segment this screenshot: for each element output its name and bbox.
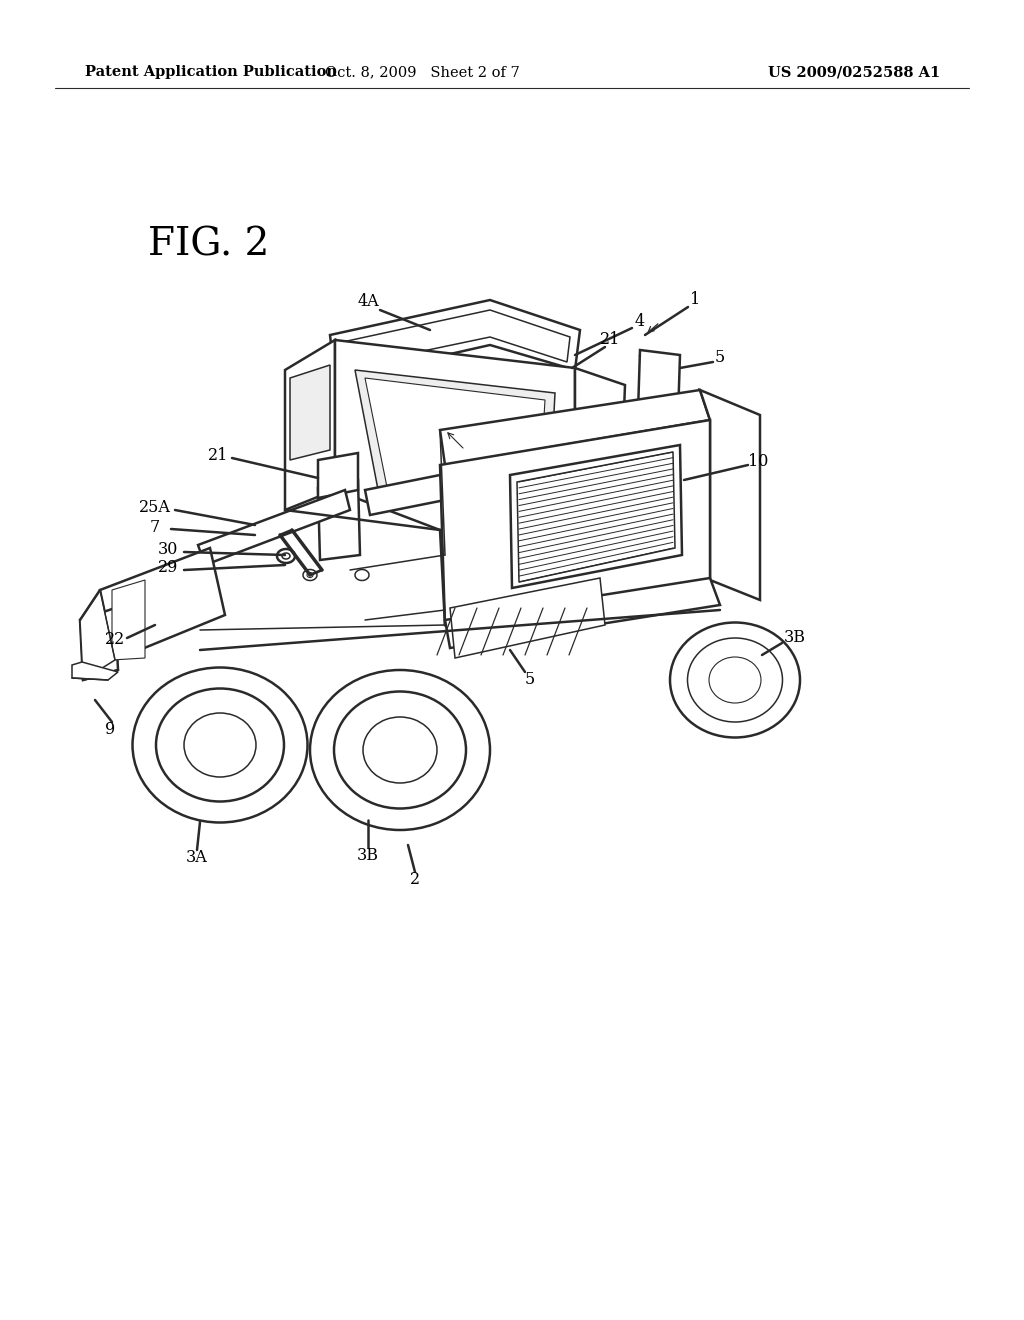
Polygon shape: [517, 451, 675, 582]
Polygon shape: [700, 389, 760, 601]
Text: 30: 30: [158, 541, 178, 558]
Polygon shape: [450, 578, 605, 657]
Text: 4: 4: [635, 314, 645, 330]
Polygon shape: [440, 389, 710, 465]
Text: 3A: 3A: [186, 850, 208, 866]
Text: 3B: 3B: [784, 630, 806, 647]
Text: 5: 5: [525, 672, 536, 689]
Polygon shape: [440, 420, 710, 624]
Polygon shape: [80, 590, 115, 680]
Text: Oct. 8, 2009   Sheet 2 of 7: Oct. 8, 2009 Sheet 2 of 7: [325, 65, 519, 79]
Text: 1: 1: [690, 292, 700, 309]
Text: 4A: 4A: [357, 293, 379, 310]
Text: Patent Application Publication: Patent Application Publication: [85, 65, 337, 79]
Text: 21: 21: [208, 446, 228, 463]
Polygon shape: [198, 490, 350, 565]
Text: 3B: 3B: [357, 846, 379, 863]
Text: 7: 7: [150, 520, 160, 536]
Text: 2: 2: [410, 871, 420, 888]
Polygon shape: [318, 453, 358, 498]
Polygon shape: [445, 578, 720, 648]
Polygon shape: [290, 366, 330, 459]
Polygon shape: [318, 480, 360, 560]
Polygon shape: [338, 310, 570, 368]
Text: US 2009/0252588 A1: US 2009/0252588 A1: [768, 65, 940, 79]
Polygon shape: [365, 378, 545, 492]
Text: 5: 5: [715, 350, 725, 367]
Polygon shape: [510, 445, 682, 587]
Polygon shape: [112, 579, 145, 660]
Text: 9: 9: [104, 722, 115, 738]
Text: 10: 10: [748, 454, 768, 470]
Text: FIG. 2: FIG. 2: [148, 227, 269, 264]
Polygon shape: [72, 663, 118, 680]
Polygon shape: [335, 341, 575, 531]
Text: 25A: 25A: [139, 499, 171, 516]
Polygon shape: [355, 370, 555, 500]
Polygon shape: [100, 548, 225, 660]
Text: 22: 22: [104, 631, 125, 648]
Text: 21: 21: [600, 331, 621, 348]
Polygon shape: [80, 609, 118, 680]
Polygon shape: [575, 368, 625, 515]
Polygon shape: [330, 300, 580, 380]
Text: 29: 29: [158, 560, 178, 577]
Polygon shape: [635, 350, 680, 510]
Polygon shape: [365, 475, 445, 515]
Polygon shape: [285, 341, 335, 510]
